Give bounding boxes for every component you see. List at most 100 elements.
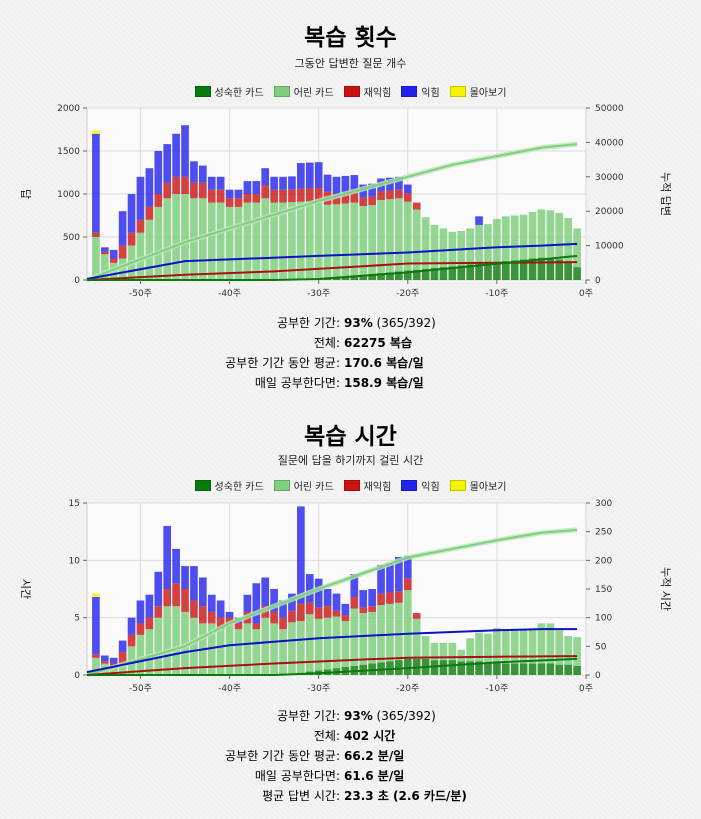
bar-young <box>261 617 270 675</box>
legend-item-relearn[interactable]: 재익힘 <box>343 84 392 99</box>
bar-learn <box>154 151 163 194</box>
cumulative-line-young <box>86 143 578 281</box>
cumulative-line-relearn <box>86 655 578 676</box>
bar-mature <box>430 660 439 675</box>
bar-mature <box>403 658 412 675</box>
legend-item-relearn[interactable]: 재익힘 <box>343 478 391 493</box>
bar-learn <box>118 211 127 246</box>
swatch-cram <box>449 480 466 491</box>
bar-mature <box>439 660 448 675</box>
bar-learn <box>395 556 403 592</box>
bar-young <box>234 206 243 280</box>
section2-stats: 공부한 기간: 93% (365/392) 전체: 402 시간 공부한 기간 동안 평… <box>0 706 701 806</box>
legend-item-young[interactable]: 어린 카드 <box>273 84 334 99</box>
bar-learn <box>350 175 359 193</box>
bar-relearn <box>359 197 368 207</box>
bar-learn <box>261 168 270 186</box>
y2-tick-label: 50000 <box>595 104 624 114</box>
legend-label: 몰아보기 <box>469 88 507 99</box>
bar-learn <box>279 600 287 618</box>
bar-mature <box>484 262 492 280</box>
stat-value: 158.9 복습/일 <box>344 373 424 393</box>
bar-mature <box>377 273 385 280</box>
cumulative-line-mature <box>87 254 578 281</box>
stat-value-bold: 158.9 복습/일 <box>344 376 424 390</box>
bar-learn <box>199 577 207 607</box>
bar-relearn <box>216 617 225 630</box>
section2-legend: 성숙한 카드 어린 카드 재익힘 익힘 몰아보기 <box>0 478 701 493</box>
y-tick-label: 1500 <box>57 147 80 157</box>
bar-relearn <box>234 198 243 207</box>
bar-mature <box>537 663 546 675</box>
bar-young <box>510 215 519 261</box>
bar-young <box>297 621 305 673</box>
stat-value: 61.6 분/일 <box>344 766 404 786</box>
bar-young <box>475 224 483 264</box>
y-tick-label: 1000 <box>57 190 80 200</box>
stat-label: 평균 답변 시간: <box>262 789 340 803</box>
bar-relearn <box>403 578 412 591</box>
legend-item-cram[interactable]: 몰아보기 <box>449 478 507 493</box>
bar-relearn <box>190 182 198 199</box>
bar-young <box>172 606 180 675</box>
section1-legend: 성숙한 카드 어린 카드 재익힘 익힘 몰아보기 <box>0 84 701 99</box>
bar-mature <box>475 661 483 675</box>
bar-young <box>484 224 492 263</box>
bar-learn <box>118 640 127 653</box>
bar-learn <box>216 600 225 618</box>
legend-item-cram[interactable]: 몰아보기 <box>449 84 507 99</box>
x-tick-label: -40주 <box>218 288 241 299</box>
bar-relearn <box>199 606 207 624</box>
stat-label: 매일 공부한다면: <box>254 376 340 390</box>
bar-learn <box>190 161 198 183</box>
bar-relearn <box>92 654 100 658</box>
bar-young <box>279 202 287 280</box>
y2-axis-label: 누적 답변 <box>659 172 672 216</box>
bar-young <box>457 230 466 266</box>
bar-young <box>332 204 341 278</box>
bar-young <box>341 203 350 277</box>
stat-label: 매일 공부한다면: <box>254 769 340 783</box>
y2-tick-label: 200 <box>595 556 612 566</box>
legend-item-learn[interactable]: 익힘 <box>401 84 440 99</box>
bar-young <box>403 201 412 271</box>
legend-item-learn[interactable]: 익힘 <box>401 478 440 493</box>
bar-mature <box>466 661 474 675</box>
y2-tick-label: 0 <box>595 671 601 681</box>
bar-young <box>421 636 430 659</box>
legend-item-mature[interactable]: 성숙한 카드 <box>194 84 264 99</box>
stat-value-bold: 62275 복습 <box>344 336 413 350</box>
bar-cram <box>92 130 100 134</box>
bar-learn <box>163 144 172 183</box>
x-tick-label: 0주 <box>579 288 593 299</box>
bar-learn <box>270 589 278 612</box>
stat-row: 매일 공부한다면: 61.6 분/일 <box>0 766 701 786</box>
bar-mature <box>448 266 457 280</box>
y2-tick-label: 150 <box>595 585 612 595</box>
bar-mature <box>359 274 368 280</box>
bar-mature <box>448 660 457 675</box>
bar-learn <box>190 566 198 601</box>
bar-relearn <box>412 613 421 619</box>
legend-item-mature[interactable]: 성숙한 카드 <box>194 478 264 493</box>
bar-young <box>377 605 385 663</box>
legend-label: 재익힘 <box>363 88 392 99</box>
bar-relearn <box>314 607 323 619</box>
legend-item-young[interactable]: 어린 카드 <box>273 478 334 493</box>
y2-tick-label: 0 <box>595 276 601 286</box>
bar-relearn <box>127 232 136 246</box>
bar-young <box>252 629 261 675</box>
bar-learn <box>145 168 154 207</box>
bar-relearn <box>243 194 252 203</box>
y-tick-label: 2000 <box>57 104 80 114</box>
legend-label: 어린 카드 <box>293 88 334 99</box>
bar-learn <box>207 594 216 612</box>
y-tick-label: 0 <box>74 276 80 286</box>
bar-mature <box>341 276 350 280</box>
bar-learn <box>172 548 180 584</box>
bar-mature <box>573 665 581 675</box>
bar-learn <box>305 574 314 603</box>
bar-relearn <box>100 251 109 255</box>
bar-young <box>368 611 376 664</box>
swatch-learn <box>401 86 418 97</box>
